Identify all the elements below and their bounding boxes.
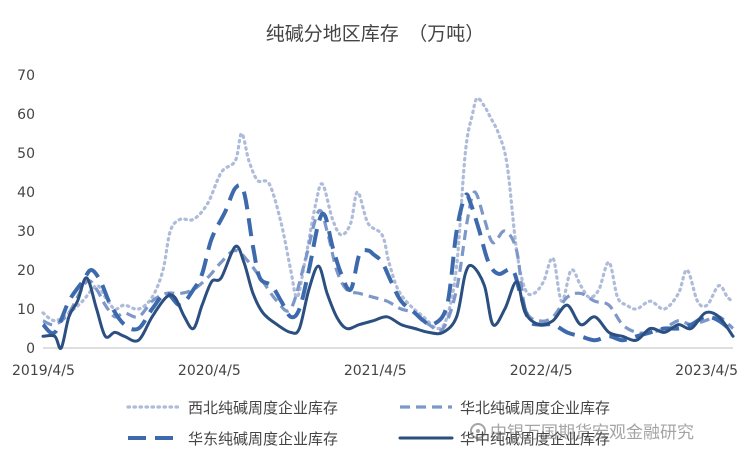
y-tick-label: 0 (26, 341, 35, 357)
wechat-icon (470, 422, 486, 439)
y-axis: 0 10 20 30 40 50 60 70 (17, 68, 35, 357)
legend-label: 华东纯碱周度企业库存 (188, 430, 338, 448)
y-tick-label: 50 (17, 146, 35, 162)
legend-label: 华中纯碱周度企业库存 (460, 430, 610, 448)
series-layer (41, 96, 735, 351)
y-tick-label: 70 (17, 68, 35, 84)
legend-label: 西北纯碱周度企业库存 (188, 399, 338, 417)
y-tick-label: 40 (17, 185, 35, 201)
legend-label: 华北纯碱周度企业库存 (460, 399, 610, 417)
x-tick-label: 2020/4/5 (178, 363, 241, 379)
watermark: 中银万国期货宏观金融研究 (470, 418, 694, 443)
watermark-text: 中银万国期货宏观金融研究 (490, 423, 694, 443)
series-line-2 (42, 190, 735, 335)
x-tick-label: 2023/4/5 (675, 363, 738, 379)
y-tick-label: 30 (17, 224, 35, 240)
chart-title: 纯碱分地区库存 （万吨） (266, 23, 485, 45)
x-tick-label: 2019/4/5 (12, 363, 75, 379)
y-tick-label: 60 (17, 107, 35, 123)
series-line-1 (41, 96, 735, 331)
x-tick-label: 2021/4/5 (344, 363, 407, 379)
y-tick-label: 20 (17, 263, 35, 279)
y-tick-label: 10 (17, 302, 35, 318)
x-axis: 2019/4/5 2020/4/5 2021/4/5 2022/4/5 2023/4/5 (12, 347, 738, 379)
series-line-4 (41, 244, 735, 351)
x-tick-label: 2022/4/5 (510, 363, 573, 379)
series-line-3 (41, 183, 735, 343)
